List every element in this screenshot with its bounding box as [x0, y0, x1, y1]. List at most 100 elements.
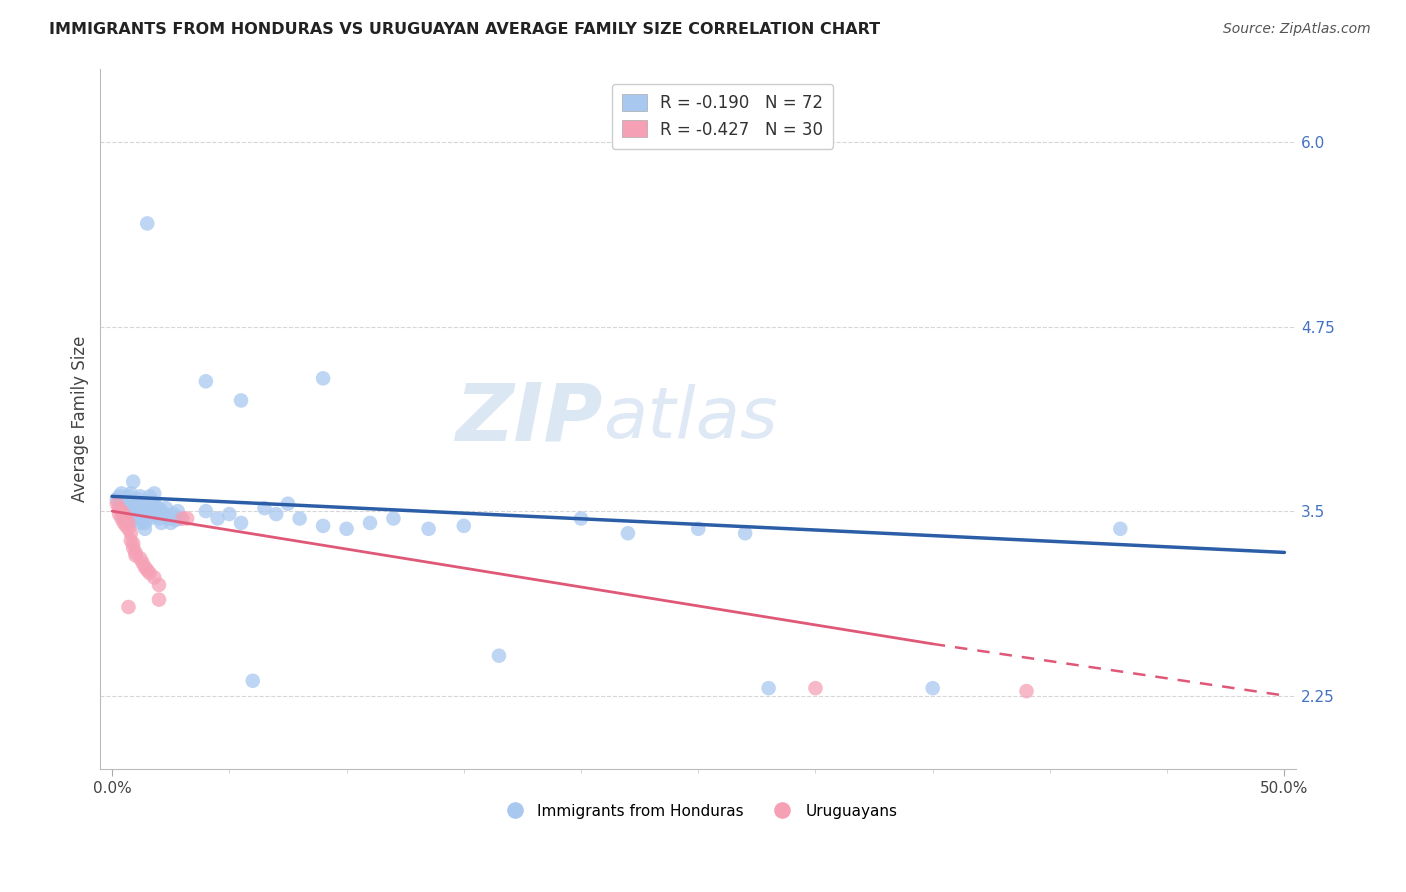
Point: [138, 489, 160, 503]
Point: [115, 501, 138, 516]
Point: [148, 501, 170, 516]
Point: [288, 511, 311, 525]
Point: [117, 497, 139, 511]
Point: [108, 497, 131, 511]
Point: [148, 511, 170, 525]
Point: [117, 489, 139, 503]
Point: [688, 522, 710, 536]
Point: [105, 497, 128, 511]
Point: [312, 371, 335, 385]
Point: [148, 592, 170, 607]
Point: [124, 513, 146, 527]
Point: [207, 511, 229, 525]
Point: [131, 504, 153, 518]
Point: [155, 501, 177, 516]
Point: [157, 511, 180, 525]
Point: [115, 492, 138, 507]
Point: [124, 549, 146, 563]
Point: [277, 497, 299, 511]
Point: [112, 501, 135, 516]
Point: [122, 475, 145, 489]
Point: [229, 393, 252, 408]
Point: [110, 504, 132, 518]
Point: [804, 681, 827, 695]
Point: [124, 497, 146, 511]
Point: [127, 507, 149, 521]
Point: [112, 507, 135, 521]
Point: [120, 533, 142, 548]
Point: [176, 511, 198, 525]
Point: [108, 507, 131, 521]
Point: [129, 516, 152, 530]
Point: [166, 504, 188, 518]
Point: [172, 511, 194, 525]
Point: [105, 492, 128, 507]
Point: [129, 501, 152, 516]
Point: [110, 511, 132, 525]
Point: [134, 522, 156, 536]
Point: [136, 563, 159, 577]
Point: [138, 566, 160, 580]
Point: [229, 516, 252, 530]
Text: ZIP: ZIP: [456, 380, 603, 458]
Point: [145, 507, 167, 521]
Point: [194, 504, 217, 518]
Text: Source: ZipAtlas.com: Source: ZipAtlas.com: [1223, 22, 1371, 37]
Point: [110, 486, 132, 500]
Point: [169, 511, 191, 525]
Point: [112, 511, 135, 525]
Point: [264, 507, 287, 521]
Point: [488, 648, 510, 663]
Point: [115, 519, 138, 533]
Point: [143, 570, 166, 584]
Point: [253, 501, 276, 516]
Y-axis label: Average Family Size: Average Family Size: [72, 335, 89, 502]
Point: [734, 526, 756, 541]
Point: [418, 522, 440, 536]
Point: [152, 507, 174, 521]
Point: [108, 489, 131, 503]
Point: [134, 516, 156, 530]
Point: [138, 511, 160, 525]
Point: [921, 681, 943, 695]
Point: [120, 486, 142, 500]
Point: [129, 489, 152, 503]
Legend: Immigrants from Honduras, Uruguayans: Immigrants from Honduras, Uruguayans: [494, 797, 903, 825]
Point: [312, 519, 335, 533]
Point: [122, 536, 145, 550]
Point: [138, 501, 160, 516]
Point: [129, 551, 152, 566]
Point: [758, 681, 780, 695]
Point: [134, 560, 156, 574]
Point: [131, 556, 153, 570]
Point: [136, 497, 159, 511]
Point: [617, 526, 640, 541]
Point: [218, 507, 240, 521]
Point: [117, 522, 139, 536]
Point: [165, 513, 187, 527]
Point: [148, 578, 170, 592]
Point: [453, 519, 475, 533]
Point: [382, 511, 405, 525]
Point: [122, 541, 145, 555]
Point: [108, 501, 131, 516]
Point: [359, 516, 381, 530]
Point: [110, 504, 132, 518]
Point: [117, 504, 139, 518]
Point: [115, 511, 138, 525]
Point: [141, 497, 163, 511]
Point: [117, 600, 139, 615]
Point: [120, 526, 142, 541]
Point: [1109, 522, 1132, 536]
Point: [124, 545, 146, 559]
Point: [1015, 684, 1038, 698]
Point: [143, 486, 166, 500]
Point: [120, 497, 142, 511]
Point: [127, 492, 149, 507]
Point: [150, 504, 173, 518]
Point: [112, 516, 135, 530]
Point: [136, 216, 159, 230]
Text: atlas: atlas: [603, 384, 778, 453]
Point: [150, 516, 173, 530]
Point: [141, 507, 163, 521]
